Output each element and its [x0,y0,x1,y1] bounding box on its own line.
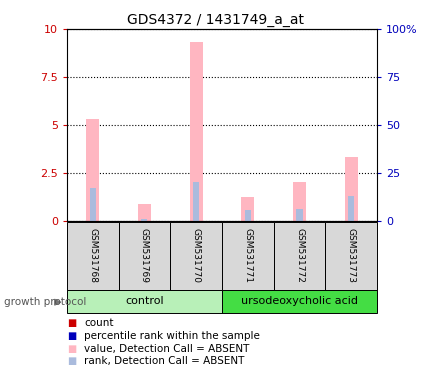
Text: value, Detection Call = ABSENT: value, Detection Call = ABSENT [84,344,249,354]
Text: GSM531771: GSM531771 [243,228,252,283]
Text: GSM531768: GSM531768 [88,228,97,283]
Bar [296,209,302,221]
Text: GSM531772: GSM531772 [295,228,303,283]
Bar [221,222,273,290]
Bar [67,222,118,290]
Text: control: control [125,296,163,306]
Text: GSM531769: GSM531769 [140,228,148,283]
Bar [89,188,95,221]
Text: growth protocol: growth protocol [4,297,86,307]
Text: ■: ■ [67,356,76,366]
Bar [138,205,150,221]
Text: ursodeoxycholic acid: ursodeoxycholic acid [240,296,357,306]
Text: ■: ■ [67,344,76,354]
Bar [67,290,221,313]
Text: GSM531773: GSM531773 [346,228,355,283]
Bar [193,182,199,221]
Bar [221,290,376,313]
Text: percentile rank within the sample: percentile rank within the sample [84,331,259,341]
Text: ■: ■ [67,331,76,341]
Bar [170,222,221,290]
Bar [141,219,147,221]
Bar [244,210,250,221]
Bar [292,182,305,221]
Text: ■: ■ [67,318,76,328]
Text: GSM531770: GSM531770 [191,228,200,283]
Text: rank, Detection Call = ABSENT: rank, Detection Call = ABSENT [84,356,244,366]
Bar [344,157,357,221]
Bar [347,196,353,221]
Bar [241,197,254,221]
Text: count: count [84,318,113,328]
Bar [118,222,170,290]
Bar [325,222,376,290]
Bar [189,42,202,221]
Text: GDS4372 / 1431749_a_at: GDS4372 / 1431749_a_at [127,13,303,27]
Bar [273,222,325,290]
Bar [86,119,99,221]
